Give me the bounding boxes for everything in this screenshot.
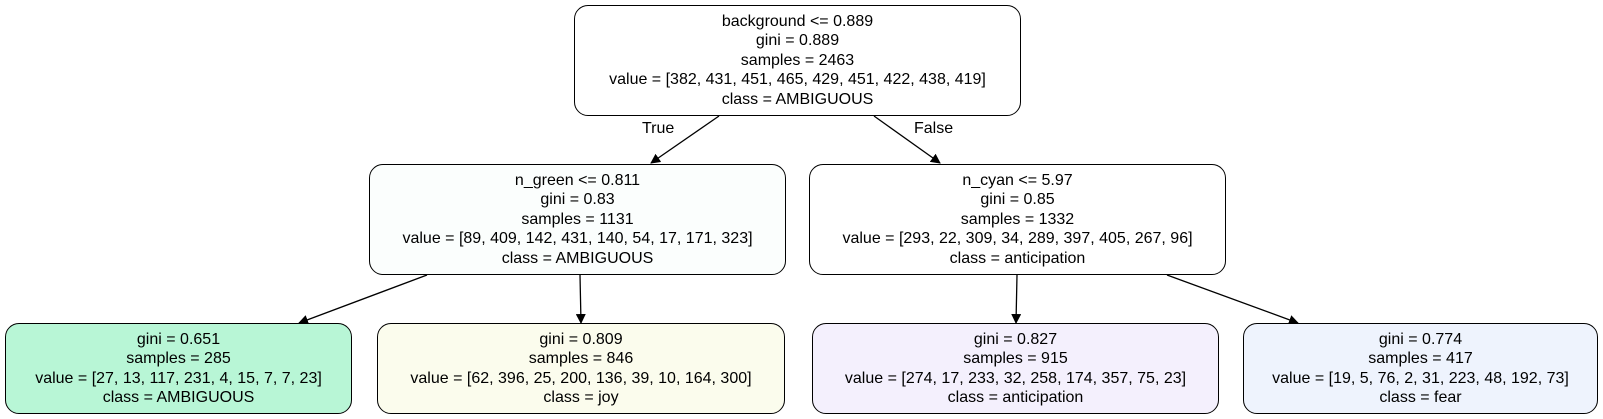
node-value: value = [27, 13, 117, 231, 4, 15, 7, 7, … xyxy=(35,369,322,387)
node-gini: gini = 0.85 xyxy=(980,191,1055,209)
node-value: value = [274, 17, 233, 32, 258, 174, 357… xyxy=(844,369,1187,387)
node-value: value = [89, 409, 142, 431, 140, 54, 17,… xyxy=(402,230,753,248)
node-value: value = [382, 431, 451, 465, 429, 451, 4… xyxy=(609,71,986,89)
tree-node-left: n_green <= 0.811 gini = 0.83 samples = 1… xyxy=(369,164,786,275)
node-value: value = [62, 396, 25, 200, 136, 39, 10, … xyxy=(410,369,752,387)
tree-leaf-1: gini = 0.651 samples = 285 value = [27, … xyxy=(5,323,352,414)
node-class: class = joy xyxy=(543,389,619,406)
node-gini: gini = 0.827 xyxy=(973,330,1058,348)
tree-leaf-3: gini = 0.827 samples = 915 value = [274,… xyxy=(812,323,1219,414)
node-gini: gini = 0.809 xyxy=(539,330,623,348)
node-class: class = AMBIGUOUS xyxy=(102,389,255,406)
node-value: value = [293, 22, 309, 34, 289, 397, 405… xyxy=(842,230,1193,248)
node-samples: samples = 1332 xyxy=(960,210,1075,228)
node-samples: samples = 846 xyxy=(528,350,634,367)
node-split: background <= 0.889 xyxy=(721,12,874,30)
node-split: n_cyan <= 5.97 xyxy=(962,171,1073,189)
node-gini: gini = 0.651 xyxy=(136,330,221,348)
edge-left-leaf-1 xyxy=(298,274,428,325)
node-gini: gini = 0.774 xyxy=(1378,330,1463,348)
node-split: n_green <= 0.811 xyxy=(514,171,641,189)
node-samples: samples = 1131 xyxy=(521,210,634,228)
node-samples: samples = 285 xyxy=(126,350,231,367)
node-class: class = anticipation xyxy=(947,389,1084,406)
edge-left-leaf-2 xyxy=(575,274,586,324)
node-samples: samples = 915 xyxy=(963,350,1068,367)
tree-leaf-4: gini = 0.774 samples = 417 value = [19, … xyxy=(1243,323,1598,414)
edge-root-right xyxy=(873,115,941,164)
node-class: class = fear xyxy=(1379,389,1462,406)
edge-label-true: True xyxy=(642,120,675,137)
node-samples: samples = 417 xyxy=(1368,350,1473,367)
edge-right-leaf-3 xyxy=(1011,274,1022,324)
tree-node-right: n_cyan <= 5.97 gini = 0.85 samples = 133… xyxy=(809,164,1226,275)
node-gini: gini = 0.83 xyxy=(540,191,615,209)
node-samples: samples = 2463 xyxy=(740,51,855,69)
edge-root-left xyxy=(650,115,720,164)
edge-right-leaf-4 xyxy=(1166,274,1299,325)
node-value: value = [19, 5, 76, 2, 31, 223, 48, 192,… xyxy=(1272,369,1569,387)
node-gini: gini = 0.889 xyxy=(755,32,840,50)
tree-leaf-2: gini = 0.809 samples = 846 value = [62, … xyxy=(377,323,785,414)
node-class: class = AMBIGUOUS xyxy=(721,90,874,108)
tree-node-root: background <= 0.889 gini = 0.889 samples… xyxy=(574,5,1021,116)
node-class: class = AMBIGUOUS xyxy=(501,249,654,267)
node-class: class = anticipation xyxy=(949,249,1086,267)
edge-label-false: False xyxy=(914,120,954,137)
